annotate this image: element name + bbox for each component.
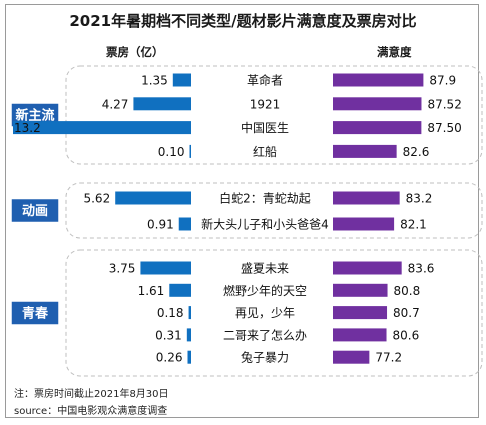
satisfaction-bar xyxy=(333,283,388,297)
satisfaction-value: 87.50 xyxy=(427,121,461,135)
group-box xyxy=(65,182,483,239)
film-name: 红船 xyxy=(253,144,277,159)
box-office-value: 0.26 xyxy=(156,351,183,365)
film-name: 盛夏未来 xyxy=(241,261,289,276)
film-name: 兔子暴力 xyxy=(241,350,289,365)
satisfaction-value: 80.7 xyxy=(393,306,420,320)
group-box xyxy=(65,65,483,165)
box-office-bar xyxy=(187,350,191,364)
satisfaction-value: 82.6 xyxy=(403,145,430,159)
satisfaction-value: 83.6 xyxy=(408,262,435,276)
box-office-value: 1.35 xyxy=(141,74,168,88)
film-name: 新大头儿子和小头爸爸4 xyxy=(201,217,329,232)
satisfaction-value: 77.2 xyxy=(375,351,402,365)
box-office-value: 3.75 xyxy=(109,262,136,276)
satisfaction-bar xyxy=(333,73,424,87)
box-office-bar xyxy=(169,283,191,297)
satisfaction-bar xyxy=(333,328,387,342)
box-office-bar xyxy=(133,97,191,111)
box-office-bar xyxy=(140,261,191,275)
group-label: 新主流 xyxy=(15,108,54,124)
box-office-bar xyxy=(172,73,191,87)
satisfaction-bar xyxy=(333,350,370,364)
satisfaction-bar xyxy=(333,121,422,135)
chart-title: 2021年暑期档不同类型/题材影片满意度及票房对比 xyxy=(69,12,417,30)
film-name: 中国医生 xyxy=(241,120,289,135)
box-office-value: 0.31 xyxy=(155,328,182,342)
group-label-box xyxy=(10,197,60,224)
satisfaction-bar xyxy=(333,144,397,158)
satisfaction-bar xyxy=(333,217,395,231)
film-name: 燃野少年的天空 xyxy=(223,283,307,298)
box-office-value: 5.62 xyxy=(83,192,110,206)
film-name: 再见，少年 xyxy=(235,306,295,320)
satisfaction-value: 82.1 xyxy=(400,218,427,232)
box-office-bar xyxy=(186,328,191,342)
film-name: 1921 xyxy=(250,97,281,111)
satisfaction-bar xyxy=(333,97,422,111)
satisfaction-header: 满意度 xyxy=(377,45,412,59)
box-office-value: 0.18 xyxy=(157,306,184,320)
satisfaction-value: 80.8 xyxy=(394,284,421,298)
group-label: 动画 xyxy=(22,204,48,219)
satisfaction-value: 80.6 xyxy=(393,328,420,342)
box-office-bar xyxy=(13,121,191,135)
box-office-value: 1.61 xyxy=(138,284,165,298)
box-office-value: 13.2 xyxy=(14,121,41,135)
box-office-value: 4.27 xyxy=(102,97,129,111)
satisfaction-bar xyxy=(333,261,402,275)
box-office-bar xyxy=(178,217,191,231)
box-office-header: 票房（亿） xyxy=(106,45,164,59)
film-name: 二哥来了怎么办 xyxy=(223,327,307,342)
source-note: source：中国电影观众满意度调查 xyxy=(14,406,168,417)
satisfaction-value: 87.9 xyxy=(429,74,456,88)
box-office-bar xyxy=(189,144,191,158)
film-name: 革命者 xyxy=(247,73,283,88)
box-office-bar xyxy=(188,306,191,320)
group-label-box xyxy=(10,300,60,326)
footnote: 注：票房时间截止2021年8月30日 xyxy=(14,389,169,400)
box-office-bar xyxy=(115,191,191,205)
satisfaction-bar xyxy=(333,306,388,320)
box-office-value: 0.91 xyxy=(147,218,174,232)
satisfaction-value: 87.52 xyxy=(427,97,461,111)
satisfaction-bar xyxy=(333,191,400,205)
box-office-value: 0.10 xyxy=(158,145,185,159)
group-label: 青春 xyxy=(22,306,49,322)
film-name: 白蛇2：青蛇劫起 xyxy=(219,191,311,206)
satisfaction-value: 83.2 xyxy=(406,192,433,206)
chart-frame xyxy=(5,4,479,418)
group-box xyxy=(65,249,483,377)
